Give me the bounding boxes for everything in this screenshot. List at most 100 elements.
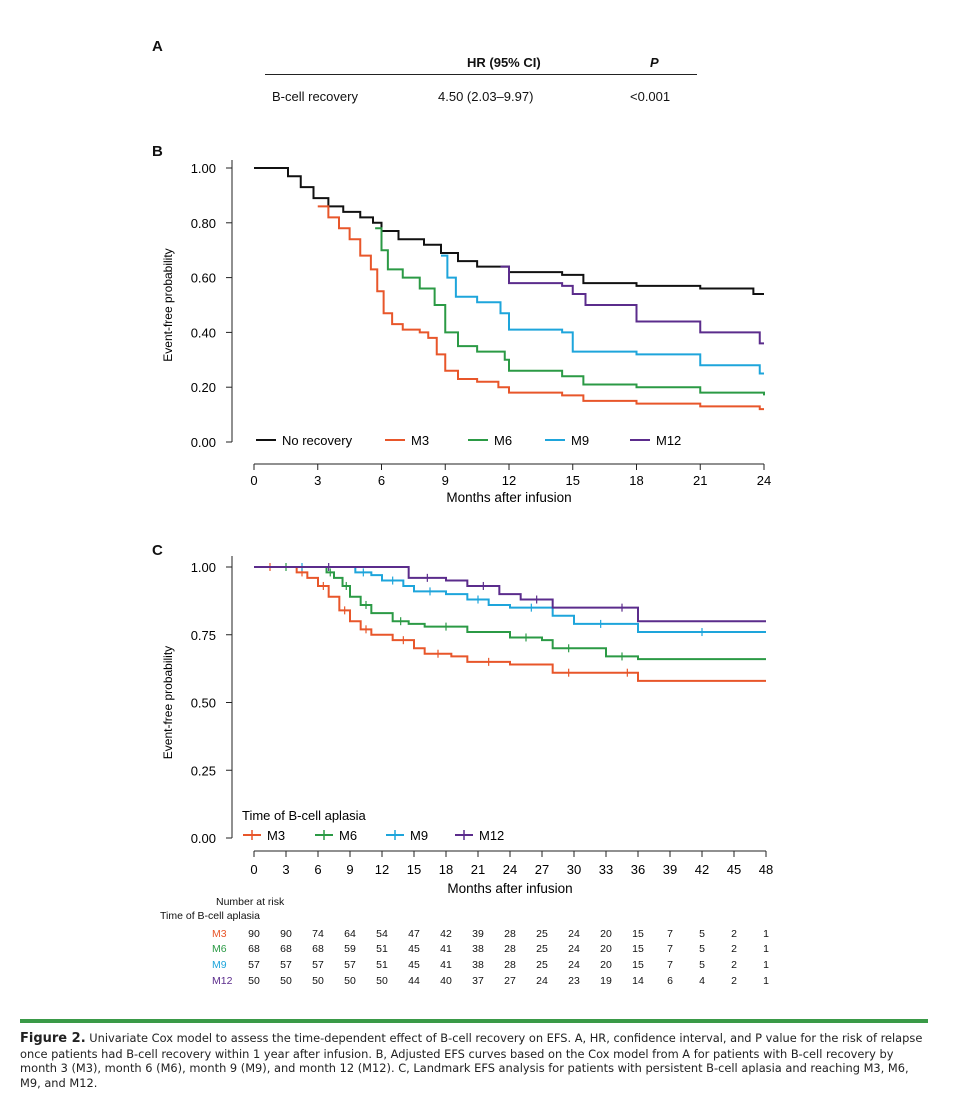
risk-cell: 47	[408, 928, 420, 940]
figure-caption: Figure 2. Univariate Cox model to assess…	[20, 1031, 930, 1090]
risk-cell: 40	[440, 975, 452, 987]
risk-cell: 44	[408, 975, 420, 987]
risk-cell: 24	[568, 943, 580, 955]
x-tick-label: 27	[535, 862, 549, 877]
risk-cell: 74	[312, 928, 324, 940]
caption-text: Univariate Cox model to assess the time-…	[20, 1031, 923, 1090]
risk-cell: 15	[632, 959, 644, 971]
legend-label: No recovery	[282, 433, 353, 448]
risk-cell: 23	[568, 975, 580, 987]
legend-label: M3	[267, 828, 285, 843]
x-tick-label: 0	[250, 862, 257, 877]
risk-cell: 7	[667, 943, 673, 955]
risk-cell: 5	[699, 943, 705, 955]
panel-b-letter: B	[152, 143, 163, 160]
risk-cell: 28	[504, 928, 516, 940]
p-header: P	[650, 55, 659, 70]
risk-cell: 1	[763, 943, 769, 955]
x-tick-label: 15	[566, 473, 580, 488]
risk-cell: 41	[440, 943, 452, 955]
risk-cell: 90	[280, 928, 292, 940]
risk-cell: 20	[600, 928, 612, 940]
risk-cell: 19	[600, 975, 612, 987]
risk-cell: 2	[731, 928, 737, 940]
x-tick-label: 48	[759, 862, 773, 877]
x-tick-label: 24	[503, 862, 517, 877]
risk-cell: 57	[312, 959, 324, 971]
risk-cell: 2	[731, 959, 737, 971]
risk-cell: 27	[504, 975, 516, 987]
risk-cell: 57	[280, 959, 292, 971]
series-line-m12	[500, 265, 764, 345]
y-tick-label: 0.40	[191, 325, 216, 340]
x-tick-label: 15	[407, 862, 421, 877]
chart-b: 0.00 0.20 0.40 0.60 0.80 1.00 0 3 6 9 12 15 18 21 24 Mo…	[161, 160, 771, 505]
x-tick-label: 18	[439, 862, 453, 877]
series-line-m9	[254, 566, 766, 634]
legend-label: M9	[571, 433, 589, 448]
x-tick-label: 36	[631, 862, 645, 877]
series-line-m3	[254, 566, 766, 682]
risk-row-label: M3	[212, 928, 227, 940]
risk-cell: 20	[600, 943, 612, 955]
risk-cell: 24	[536, 975, 548, 987]
risk-cell: 1	[763, 928, 769, 940]
x-tick-label: 3	[314, 473, 321, 488]
x-tick-label: 3	[282, 862, 289, 877]
risk-row-label: M6	[212, 943, 227, 955]
x-tick-label: 12	[375, 862, 389, 877]
risk-cell: 45	[408, 943, 420, 955]
y-tick-label: 0.80	[191, 216, 216, 231]
x-tick-label: 45	[727, 862, 741, 877]
x-tick-label: 0	[250, 473, 257, 488]
risk-cell: 68	[248, 943, 260, 955]
risk-cell: 68	[280, 943, 292, 955]
risk-cell: 90	[248, 928, 260, 940]
x-tick-label: 42	[695, 862, 709, 877]
series-line-m6	[375, 227, 765, 396]
risk-cell: 59	[344, 943, 356, 955]
risk-cell: 24	[568, 928, 580, 940]
chart-c: 0.000.250.500.751.000 3 6 9 12 15 18 21 24 27 30 33…	[161, 556, 773, 896]
y-tick-label: 0.00	[191, 435, 216, 450]
caption-divider	[20, 1019, 928, 1023]
risk-cell: 5	[699, 959, 705, 971]
risk-cell: 5	[699, 928, 705, 940]
y-tick-label: 0.20	[191, 380, 216, 395]
y-tick-label: 1.00	[191, 161, 216, 176]
risk-cell: 4	[699, 975, 705, 987]
y-tick-label: 0.75	[191, 628, 216, 643]
risk-cell: 64	[344, 928, 356, 940]
risk-cell: 45	[408, 959, 420, 971]
risk-row-label: M9	[212, 959, 227, 971]
legend-label: M3	[411, 433, 429, 448]
hr-row-label: B-cell recovery	[272, 89, 358, 104]
x-tick-label: 30	[567, 862, 581, 877]
legend-label: M6	[494, 433, 512, 448]
risk-cell: 1	[763, 975, 769, 987]
hr-header: HR (95% CI)	[467, 55, 541, 70]
risk-cell: 7	[667, 928, 673, 940]
x-tick-label: 39	[663, 862, 677, 877]
risk-cell: 57	[248, 959, 260, 971]
risk-cell: 15	[632, 943, 644, 955]
risk-cell: 6	[667, 975, 673, 987]
risk-cell: 51	[376, 959, 388, 971]
x-tick-label: 21	[471, 862, 485, 877]
risk-cell: 2	[731, 943, 737, 955]
legend-title: Time of B-cell aplasia	[242, 808, 367, 823]
risk-cell: 14	[632, 975, 644, 987]
risk-cell: 57	[344, 959, 356, 971]
legend-label: M12	[479, 828, 504, 843]
x-tick-label: 6	[378, 473, 385, 488]
x-tick-label: 18	[629, 473, 643, 488]
legend-label: M12	[656, 433, 681, 448]
risk-group-label: Time of B-cell aplasia	[160, 910, 260, 922]
series-line-no-recovery	[254, 167, 764, 296]
series-line-m3	[317, 205, 764, 411]
x-tick-label: 33	[599, 862, 613, 877]
risk-cell: 25	[536, 928, 548, 940]
panel-a-letter: A	[152, 38, 163, 55]
risk-cell: 50	[248, 975, 260, 987]
series-line-m12	[254, 566, 766, 623]
